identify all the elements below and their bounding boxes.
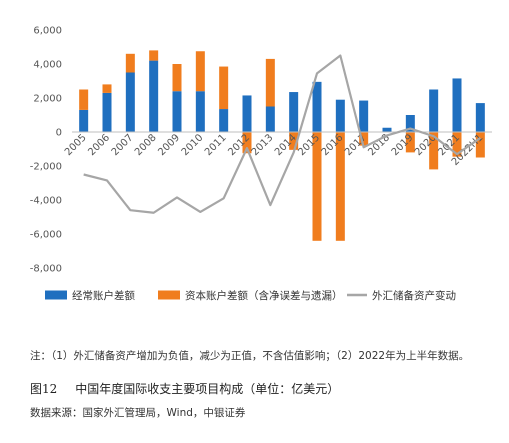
current-account-bar: [312, 81, 322, 132]
figure-number: 图12: [30, 382, 58, 396]
capital-account-bar: [219, 66, 229, 110]
current-account-bar: [289, 92, 299, 132]
x-axis-labels: 2005200620072008200920102011201220132014…: [63, 132, 485, 168]
current-account-bar: [195, 91, 205, 132]
capital-account-bar: [405, 132, 415, 153]
capital-account-bar: [429, 132, 439, 170]
x-tick-label: 2009: [156, 132, 182, 158]
x-tick-label: 2011: [203, 132, 229, 158]
y-tick-label: 6,000: [33, 26, 62, 37]
current-account-bar: [242, 95, 252, 132]
x-tick-label: 2007: [110, 132, 136, 158]
y-tick-label: -2,000: [30, 162, 62, 173]
current-account-bar: [79, 109, 89, 132]
capital-account-bar: [195, 51, 205, 92]
current-account-bar: [172, 91, 182, 132]
x-tick-label: 2006: [86, 132, 112, 158]
y-tick-label: -6,000: [30, 230, 62, 241]
legend-label: 资本账户差额（含净误差与遗漏）: [185, 289, 343, 302]
current-account-bar: [452, 78, 462, 132]
y-tick-label: 2,000: [33, 94, 62, 105]
current-account-bar: [265, 106, 275, 132]
figure-title: 中国年度国际收支主要项目构成（单位：亿美元）: [75, 382, 340, 396]
x-tick-label: 2013: [250, 132, 276, 158]
chart: -8,000 -6,000 -4,000 -2,000 0 2,000 4,000 6,000…: [30, 26, 492, 302]
current-account-bar: [429, 89, 439, 132]
legend-label: 外汇储备资产变动: [372, 289, 456, 302]
y-axis: -8,000 -6,000 -4,000 -2,000 0 2,000 4,000 6,000: [30, 26, 62, 275]
capital-account-bar: [172, 64, 182, 92]
y-tick-label: -8,000: [30, 264, 62, 275]
capital-account-bar: [242, 132, 252, 154]
bars: [79, 50, 485, 241]
y-tick-label: -4,000: [30, 196, 62, 207]
capital-account-bar: [359, 132, 369, 146]
chart-note: 注：（1）外汇储备资产增加为负值，减少为正值，不含估值影响；（2）2022年为上…: [30, 350, 470, 362]
legend: 经常账户差额 资本账户差额（含净误差与遗漏） 外汇储备资产变动: [45, 289, 456, 302]
x-tick-label: 2018: [366, 132, 392, 158]
capital-account-bar: [149, 50, 159, 61]
capital-account-bar: [312, 132, 322, 241]
capital-account-bar: [125, 53, 135, 73]
reserve-change-line: [83, 54, 481, 214]
x-tick-label: 2005: [63, 132, 89, 158]
current-account-bar: [125, 72, 135, 132]
legend-label: 经常账户差额: [72, 289, 135, 302]
x-tick-label: 2008: [133, 132, 159, 158]
current-account-bar: [405, 115, 415, 132]
y-tick-label: 0: [56, 128, 62, 139]
x-tick-label: 2010: [180, 132, 206, 158]
legend-bar-swatch: [45, 290, 67, 300]
data-source: 数据来源：国家外汇管理局，Wind，中银证券: [30, 407, 246, 419]
current-account-bar: [102, 92, 112, 132]
figure-caption: 图12 中国年度国际收支主要项目构成（单位：亿美元）: [30, 382, 480, 397]
capital-account-bar: [265, 58, 275, 107]
legend-bar-swatch: [158, 290, 180, 300]
current-account-bar: [475, 103, 485, 132]
reserve-line: [83, 54, 481, 214]
capital-account-bar: [289, 132, 299, 150]
current-account-bar: [335, 99, 345, 132]
current-account-bar: [382, 127, 392, 132]
y-tick-label: 4,000: [33, 60, 62, 71]
capital-account-bar: [102, 84, 112, 93]
capital-account-bar: [452, 132, 462, 157]
current-account-bar: [149, 60, 159, 132]
capital-account-bar: [475, 132, 485, 158]
capital-account-bar: [335, 132, 345, 241]
current-account-bar: [219, 109, 229, 132]
capital-account-bar: [79, 89, 89, 110]
current-account-bar: [359, 100, 369, 132]
